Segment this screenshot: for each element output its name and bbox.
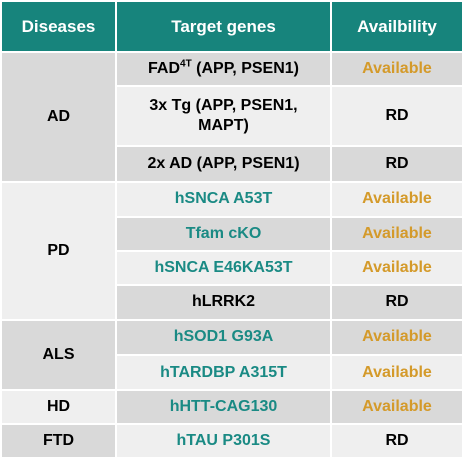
gene-main: FAD	[148, 60, 181, 78]
status-cell: RD	[330, 144, 462, 184]
disease-cell-pd: PD	[0, 181, 117, 321]
table-row: ALS hSOD1 G93A Available	[0, 318, 462, 392]
header-target-genes: Target genes	[115, 0, 332, 53]
gene-superscript: 4T	[180, 58, 192, 70]
gene-cell: hTARDBP A315T	[115, 353, 332, 392]
table-row: FTD hTAU P301S RD	[0, 422, 462, 459]
gene-cell: Tfam cKO	[115, 215, 332, 252]
header-availability: Availbility	[330, 0, 462, 53]
status-cell: Available	[330, 50, 462, 88]
table-row: Tfam cKO Available	[1, 215, 462, 252]
gene-cell: 2x AD (APP, PSEN1)	[115, 144, 332, 184]
table-row: hTARDBP A315T Available	[1, 353, 462, 392]
table-row: 3x Tg (APP, PSEN1, MAPT) RD	[1, 85, 462, 147]
table-row: PD hSNCA A53T Available	[0, 181, 462, 321]
gene-cell: hSOD1 G93A	[115, 318, 332, 356]
disease-cell-ad: AD	[0, 50, 117, 184]
status-cell: RD	[330, 284, 462, 321]
status-cell: Available	[330, 181, 462, 218]
status-cell: Available	[330, 318, 462, 356]
gene-rest: (APP, PSEN1)	[191, 60, 299, 78]
gene-cell: FAD4T (APP, PSEN1)	[115, 50, 332, 88]
status-cell: Available	[330, 353, 462, 392]
table-row: AD FAD4T (APP, PSEN1) Available	[0, 50, 462, 184]
status-cell: RD	[330, 85, 462, 147]
status-cell: Available	[330, 215, 462, 252]
table-row: hLRRK2 RD	[1, 284, 462, 321]
status-cell: Available	[330, 389, 462, 425]
gene-cell: hLRRK2	[115, 284, 332, 321]
gene-cell: hSNCA A53T	[115, 181, 332, 218]
gene-cell: 3x Tg (APP, PSEN1, MAPT)	[115, 85, 332, 147]
disease-cell-hd: HD	[0, 389, 117, 425]
disease-cell-als: ALS	[0, 318, 117, 392]
disease-cell-ftd: FTD	[0, 422, 117, 459]
gene-cell: hTAU P301S	[115, 422, 332, 459]
table-row: hSNCA E46KA53T Available	[1, 249, 462, 287]
table-row: 2x AD (APP, PSEN1) RD	[1, 144, 462, 184]
gene-cell: hHTT-CAG130	[115, 389, 332, 425]
status-cell: RD	[330, 422, 462, 459]
status-cell: Available	[330, 249, 462, 287]
header-diseases: Diseases	[0, 0, 117, 53]
gene-cell: hSNCA E46KA53T	[115, 249, 332, 287]
table-header-row: Diseases Target genes Availbility	[0, 0, 462, 53]
table-row: HD hHTT-CAG130 Available	[0, 389, 462, 425]
